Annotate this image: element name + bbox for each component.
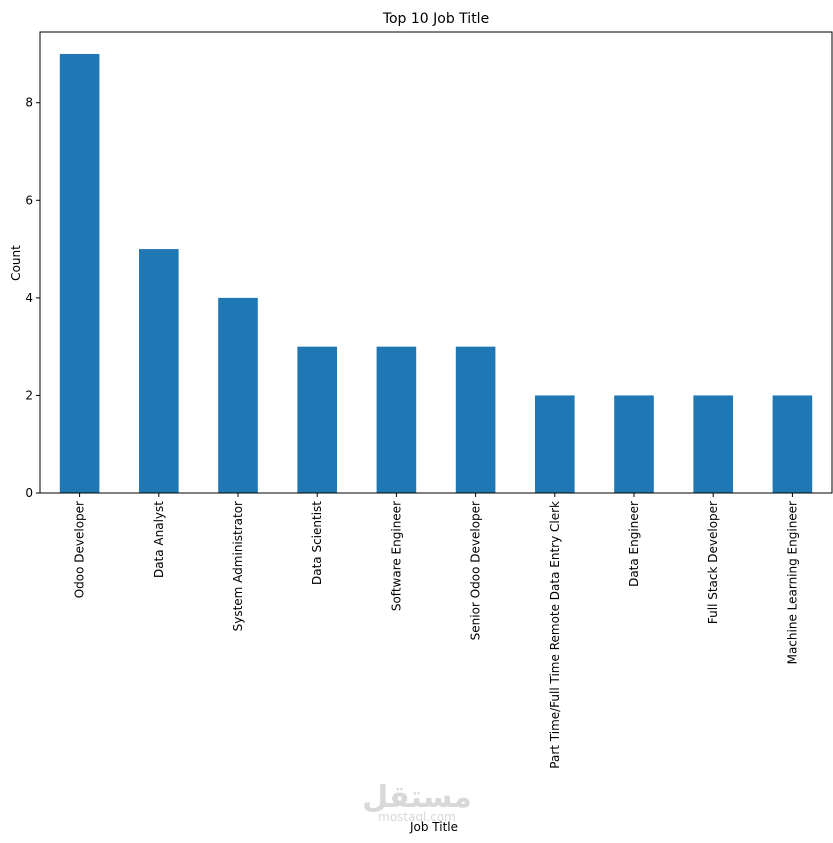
watermark-latin: mostaql.com xyxy=(378,810,456,824)
x-tick-label: Part Time/Full Time Remote Data Entry Cl… xyxy=(548,501,562,769)
chart-title: Top 10 Job Title xyxy=(382,11,489,27)
x-axis-ticks: Odoo Developer Data Analyst System Adminis… xyxy=(73,493,799,769)
bar xyxy=(297,346,337,493)
x-tick-label: Data Engineer xyxy=(627,501,641,587)
bar xyxy=(535,395,575,493)
x-tick-label: Full Stack Developer xyxy=(706,501,720,624)
y-axis-ticks: 0 2 4 6 8 xyxy=(25,96,40,500)
bars-group xyxy=(59,53,813,493)
x-tick-label: Odoo Developer xyxy=(73,501,87,598)
bar xyxy=(218,297,258,493)
x-tick-label: System Administrator xyxy=(231,501,245,631)
bar xyxy=(139,249,179,493)
bar xyxy=(614,395,654,493)
x-tick-label: Data Scientist xyxy=(310,501,324,585)
y-tick-label: 2 xyxy=(25,388,33,402)
x-tick-label: Senior Odoo Developer xyxy=(469,501,483,640)
x-tick-label: Data Analyst xyxy=(152,501,166,578)
y-tick-label: 6 xyxy=(25,193,33,207)
x-tick-label: Software Engineer xyxy=(389,501,403,611)
x-axis-label: Job Title xyxy=(409,820,458,834)
bar xyxy=(59,53,100,493)
bar xyxy=(772,395,813,493)
y-tick-label: 0 xyxy=(25,486,33,500)
watermark-logo: مستقل mostaql.com xyxy=(362,780,472,824)
bar xyxy=(455,346,496,493)
y-tick-label: 8 xyxy=(25,96,33,110)
y-axis-label: Count xyxy=(9,245,23,281)
plot-frame xyxy=(39,31,833,494)
bar xyxy=(376,346,417,493)
y-tick-label: 4 xyxy=(25,291,33,305)
watermark-arabic: مستقل xyxy=(362,780,472,815)
x-tick-label: Machine Learning Engineer xyxy=(785,501,799,664)
bar xyxy=(693,395,733,493)
